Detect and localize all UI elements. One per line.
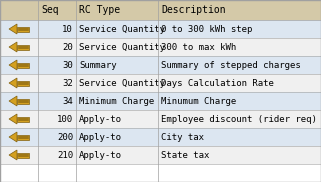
Text: Days Calculation Rate: Days Calculation Rate xyxy=(161,78,274,88)
Text: 32: 32 xyxy=(62,78,73,88)
Polygon shape xyxy=(9,42,17,52)
Bar xyxy=(17,27,29,31)
Bar xyxy=(17,116,29,122)
Bar xyxy=(0,128,321,146)
Text: Service Quantity: Service Quantity xyxy=(79,25,165,33)
Bar xyxy=(17,153,29,157)
Text: Employee discount (rider req): Employee discount (rider req) xyxy=(161,114,317,124)
Text: 300 to max kWh: 300 to max kWh xyxy=(161,43,236,52)
Polygon shape xyxy=(9,78,17,88)
Text: Service Quantity: Service Quantity xyxy=(79,78,165,88)
Bar xyxy=(0,20,321,38)
Text: State tax: State tax xyxy=(161,151,209,159)
Text: 10: 10 xyxy=(62,25,73,33)
Text: 20: 20 xyxy=(62,43,73,52)
Polygon shape xyxy=(9,24,17,34)
Text: RC Type: RC Type xyxy=(79,5,120,15)
Bar xyxy=(0,146,321,164)
Text: Apply-to: Apply-to xyxy=(79,114,122,124)
Bar xyxy=(17,80,29,86)
Text: Summary: Summary xyxy=(79,60,117,70)
Text: City tax: City tax xyxy=(161,132,204,141)
Text: Apply-to: Apply-to xyxy=(79,151,122,159)
Bar xyxy=(0,92,321,110)
Polygon shape xyxy=(9,150,17,160)
Text: 200: 200 xyxy=(57,132,73,141)
Polygon shape xyxy=(9,96,17,106)
Text: 34: 34 xyxy=(62,96,73,106)
Bar xyxy=(0,56,321,74)
Polygon shape xyxy=(9,132,17,142)
Text: Description: Description xyxy=(161,5,226,15)
Bar xyxy=(17,134,29,139)
Polygon shape xyxy=(9,60,17,70)
Bar xyxy=(0,38,321,56)
Text: Apply-to: Apply-to xyxy=(79,132,122,141)
Text: Minumum Charge: Minumum Charge xyxy=(161,96,236,106)
Text: 210: 210 xyxy=(57,151,73,159)
Text: 100: 100 xyxy=(57,114,73,124)
Bar xyxy=(17,98,29,104)
Bar xyxy=(0,74,321,92)
Text: Service Quantity: Service Quantity xyxy=(79,43,165,52)
Bar xyxy=(0,0,321,20)
Bar xyxy=(17,45,29,50)
Text: 0 to 300 kWh step: 0 to 300 kWh step xyxy=(161,25,252,33)
Text: Summary of stepped charges: Summary of stepped charges xyxy=(161,60,301,70)
Text: Minimum Charge: Minimum Charge xyxy=(79,96,154,106)
Polygon shape xyxy=(9,114,17,124)
Bar xyxy=(0,110,321,128)
Text: 30: 30 xyxy=(62,60,73,70)
Bar xyxy=(17,62,29,68)
Text: Seq: Seq xyxy=(41,5,59,15)
